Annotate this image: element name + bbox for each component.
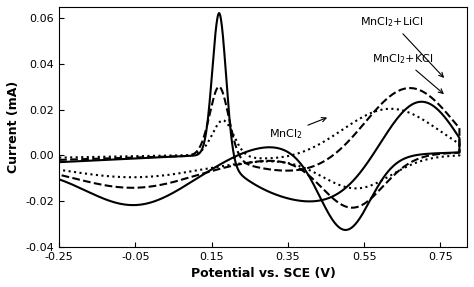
X-axis label: Potential vs. SCE (V): Potential vs. SCE (V) [191, 267, 336, 280]
Y-axis label: Current (mA): Current (mA) [7, 81, 20, 173]
Text: MnCl$_2$+KCl: MnCl$_2$+KCl [372, 52, 443, 93]
Text: MnCl$_2$+LiCl: MnCl$_2$+LiCl [360, 15, 443, 77]
Text: MnCl$_2$: MnCl$_2$ [269, 118, 326, 141]
